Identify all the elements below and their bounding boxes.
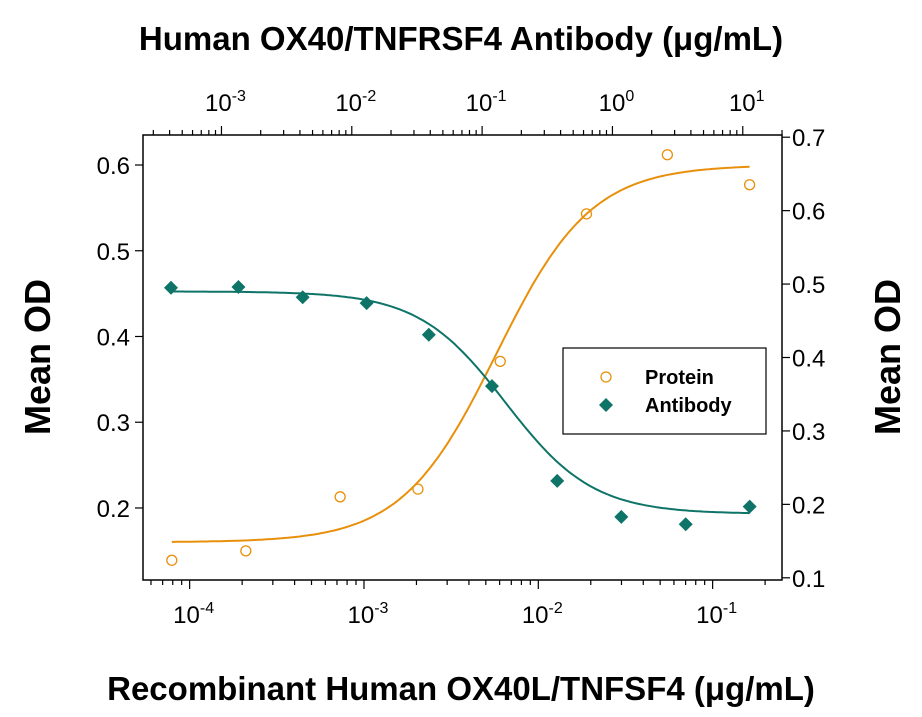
y-axis-label-left: Mean OD bbox=[17, 279, 58, 435]
data-point-antibody bbox=[484, 379, 499, 394]
tick-label-right: 0.1 bbox=[792, 566, 825, 593]
tick-label-top: 10-1 bbox=[466, 88, 507, 117]
legend-marker-antibody bbox=[599, 398, 613, 412]
data-point-antibody bbox=[550, 473, 565, 488]
data-point-antibody bbox=[231, 280, 246, 295]
data-point-protein bbox=[240, 545, 252, 557]
tick-label-bottom: 10-2 bbox=[522, 600, 563, 629]
tick-label-left: 0.5 bbox=[97, 239, 130, 266]
fit-curve-protein bbox=[171, 165, 750, 543]
tick-label-left: 0.4 bbox=[97, 324, 130, 351]
tick-label-right: 0.2 bbox=[792, 492, 825, 519]
legend-label-antibody: Antibody bbox=[645, 395, 733, 417]
fit-curve-antibody bbox=[171, 290, 750, 515]
tick-label-left: 0.3 bbox=[97, 410, 130, 437]
data-point-protein bbox=[334, 491, 346, 503]
data-point-antibody bbox=[614, 509, 629, 524]
tick-label-top: 10-3 bbox=[205, 88, 246, 117]
data-point-protein bbox=[412, 483, 424, 495]
tick-label-right: 0.4 bbox=[792, 346, 825, 373]
tick-label-right: 0.3 bbox=[792, 419, 825, 446]
tick-label-top: 10-2 bbox=[335, 88, 376, 117]
data-point-protein bbox=[166, 554, 178, 566]
legend-label-protein: Protein bbox=[645, 367, 714, 389]
legend-box bbox=[562, 347, 767, 435]
data-point-antibody bbox=[742, 499, 757, 514]
tick-label-top: 101 bbox=[729, 88, 765, 117]
data-point-protein bbox=[580, 208, 593, 220]
chart-title-top-axis: Human OX40/TNFRSF4 Antibody (μg/mL) bbox=[139, 20, 783, 57]
data-point-antibody bbox=[295, 290, 310, 305]
tick-label-right: 0.7 bbox=[792, 125, 825, 152]
data-point-protein bbox=[743, 179, 756, 191]
data-point-antibody bbox=[359, 296, 374, 311]
data-points bbox=[163, 149, 757, 566]
legend-marker-protein bbox=[600, 371, 612, 383]
tick-label-bottom: 10-1 bbox=[696, 600, 737, 629]
tick-label-bottom: 10-3 bbox=[348, 600, 389, 629]
data-point-antibody bbox=[421, 327, 436, 342]
tick-label-left: 0.2 bbox=[97, 496, 130, 523]
tick-label-left: 0.6 bbox=[97, 153, 130, 180]
legend: Protein Antibody bbox=[562, 347, 767, 435]
x-axis-label-bottom: Recombinant Human OX40L/TNFSF4 (μg/mL) bbox=[107, 670, 815, 707]
tick-label-right: 0.5 bbox=[792, 272, 825, 299]
data-point-antibody bbox=[163, 280, 178, 295]
fit-curves bbox=[171, 165, 750, 543]
data-point-protein bbox=[494, 355, 506, 368]
axes: 10-4 10-3 10-2 10-1 10-3 10-2 10-1 100 101 0.2 0.3… bbox=[97, 88, 826, 629]
data-point-protein bbox=[661, 149, 674, 161]
tick-label-right: 0.6 bbox=[792, 199, 825, 226]
y-axis-label-right: Mean OD bbox=[867, 279, 908, 435]
tick-label-bottom: 10-4 bbox=[173, 600, 214, 629]
data-point-antibody bbox=[678, 517, 693, 532]
tick-label-top: 100 bbox=[599, 88, 635, 117]
